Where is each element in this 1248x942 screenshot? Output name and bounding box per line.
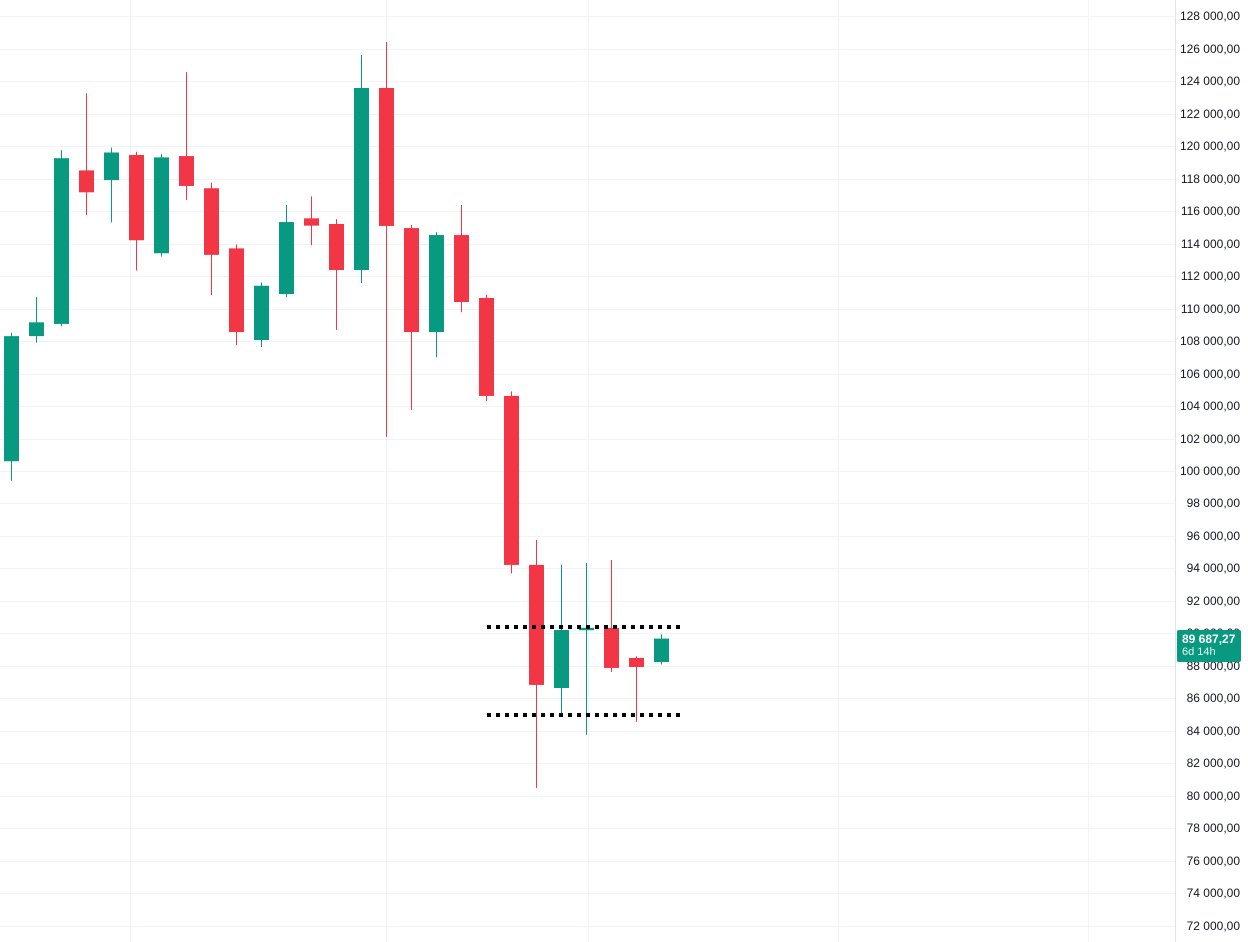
price-tick-label: 124 000,00 [1179, 74, 1240, 88]
price-tick-label: 116 000,00 [1180, 204, 1240, 218]
candle-up [154, 157, 169, 254]
price-tick-label: 86 000,00 [1186, 691, 1240, 706]
candle-down [379, 87, 394, 226]
price-tick-label: 80 000,00 [1186, 788, 1240, 803]
candle-down [179, 156, 194, 186]
bar-close-countdown: 6d 14h [1182, 645, 1216, 658]
candle-down [404, 228, 419, 333]
candle-up [54, 158, 69, 324]
price-tick-label: 120 000,00 [1179, 139, 1240, 153]
candle-down [204, 188, 219, 255]
price-tick-label: 100 000,00 [1179, 464, 1240, 478]
candle-down [604, 627, 619, 668]
price-tick-label: 94 000,00 [1186, 561, 1240, 576]
candle-up [579, 627, 594, 631]
price-tick-label: 122 000,00 [1179, 106, 1240, 121]
price-tick-label: 96 000,00 [1186, 528, 1240, 543]
price-tick-label: 88 000,00 [1186, 658, 1240, 673]
candle-up [254, 285, 269, 341]
candle-down [529, 564, 544, 685]
candle-up [429, 235, 444, 333]
price-tick-label: 92 000,00 [1186, 593, 1240, 608]
candle-down [629, 657, 644, 667]
candle-up [554, 630, 569, 689]
candle-down [304, 218, 319, 226]
candle-down [479, 297, 494, 396]
price-tick-label: 110 000,00 [1180, 301, 1240, 316]
price-axis[interactable]: 89 687,27 6d 14h 128 000,00 126 000,00 124… [1175, 0, 1248, 942]
price-tick-label: 118 000,00 [1180, 171, 1240, 186]
price-tick-label: 82 000,00 [1186, 756, 1240, 771]
candle-down [454, 235, 469, 303]
candle-down [504, 395, 519, 565]
price-tick-label: 128 000,00 [1179, 9, 1240, 23]
candle-up [4, 336, 19, 462]
price-tick-label: 98 000,00 [1186, 496, 1240, 511]
price-tick-label: 78 000,00 [1186, 821, 1240, 836]
candle-up [104, 152, 119, 181]
price-tick-label: 112 000,00 [1180, 269, 1240, 283]
price-tick-label: 106 000,00 [1179, 366, 1240, 381]
price-tick-label: 76 000,00 [1186, 853, 1240, 868]
price-tick-label: 126 000,00 [1179, 41, 1240, 56]
price-tick-label: 72 000,00 [1186, 918, 1240, 933]
candle-up [29, 322, 44, 337]
price-tick-label: 108 000,00 [1179, 334, 1240, 348]
price-tick-label: 102 000,00 [1179, 431, 1240, 446]
candle-up [279, 222, 294, 295]
candle-down [129, 154, 144, 241]
price-tick-label: 74 000,00 [1186, 886, 1240, 901]
candle-down [229, 248, 244, 333]
candle-down [79, 170, 94, 193]
candle-up [354, 87, 369, 270]
price-tick-label: 104 000,00 [1179, 399, 1240, 413]
candle-down [329, 224, 344, 270]
last-price-value: 89 687,27 [1182, 631, 1236, 646]
chart-pane[interactable] [0, 0, 1175, 942]
candle-up [654, 638, 669, 663]
last-price-badge: 89 687,27 6d 14h [1177, 629, 1241, 662]
price-tick-label: 84 000,00 [1186, 723, 1240, 738]
price-tick-label: 114 000,00 [1180, 236, 1240, 251]
